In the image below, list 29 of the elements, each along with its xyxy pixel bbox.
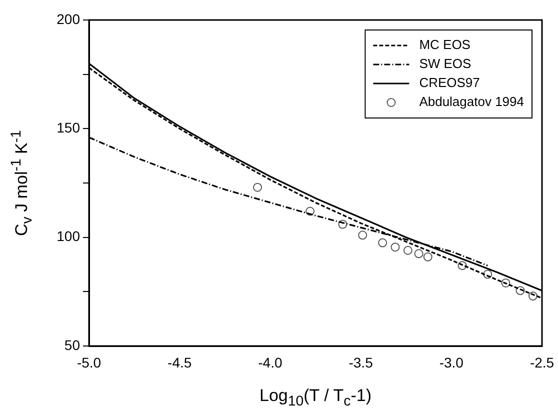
x-tick-label: -3.5 [348,354,374,370]
point [528,292,538,301]
point [306,206,315,216]
point [516,286,525,296]
point [253,182,262,192]
x-axis-title: Log$_{10}$(T / T$_{c}$-1) [258,386,372,410]
legend-label: SW EOS [419,56,472,72]
point [483,270,492,279]
point [458,261,467,270]
x-tick-label: -2.5 [530,354,554,370]
point [390,242,400,252]
legend-label: MC EOS [419,37,471,52]
point [423,252,432,262]
point [358,230,368,240]
x-tick-label: -5.0 [76,354,102,370]
y-tick-label: 100 [56,228,80,244]
point [378,238,388,248]
y-tick-label: 50 [64,336,80,353]
point [501,278,510,288]
y-tick-label: 150 [56,120,80,136]
x-tick-label: -4.5 [168,354,192,370]
x-tick-label: -3.0 [439,354,464,370]
point [403,246,412,255]
point [414,249,424,258]
x-tick-label: -4.0 [258,354,282,370]
legend-label: Abdulagatov 1994 [419,94,524,110]
y-tick-label: 200 [56,10,80,27]
point [338,220,348,229]
legend-label: CREOS97 [419,75,480,90]
